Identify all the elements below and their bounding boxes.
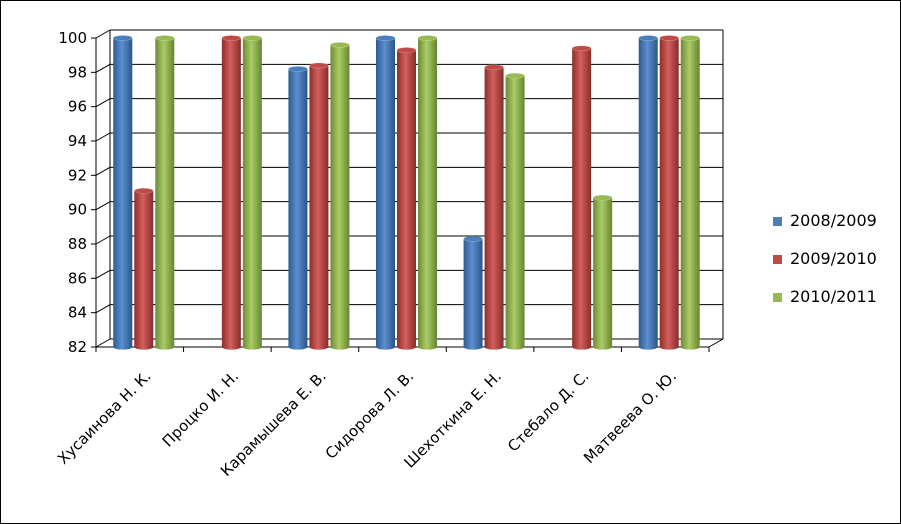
bar <box>221 35 242 350</box>
legend-label: 2009/2010 <box>790 249 877 268</box>
x-category-label: Хусаинова Н. К. <box>54 367 155 468</box>
bar <box>133 187 154 350</box>
gridline-depth <box>95 166 111 176</box>
legend-swatch <box>773 217 782 226</box>
bar <box>242 35 263 350</box>
y-tick-label: 100 <box>58 29 87 47</box>
gridline-depth <box>95 235 111 245</box>
gridline-depth <box>95 269 111 279</box>
legend-swatch <box>773 293 782 302</box>
y-tick-label: 96 <box>68 98 87 116</box>
bar <box>309 62 329 350</box>
bar <box>592 194 613 350</box>
bar <box>463 235 483 350</box>
bar <box>330 41 350 350</box>
gridline-depth <box>95 201 111 211</box>
floor-edge <box>708 338 724 348</box>
bar <box>659 35 680 350</box>
x-category-label: Сидорова Л. В. <box>322 367 418 463</box>
legend-swatch <box>773 255 782 264</box>
gridline-depth <box>95 63 111 73</box>
bars <box>112 35 701 350</box>
gridlines <box>95 29 724 348</box>
x-category-label: Процко И. Н. <box>159 367 242 450</box>
y-tick-label: 98 <box>68 63 87 81</box>
gridline-depth <box>95 338 111 348</box>
x-category-label: Стебало Д. С. <box>504 367 592 455</box>
bar <box>484 64 504 350</box>
bar <box>375 35 396 350</box>
y-tick-label: 94 <box>68 132 87 150</box>
bar <box>680 35 701 350</box>
gridline-depth <box>95 304 111 314</box>
bar <box>505 72 525 350</box>
gridline-depth <box>95 132 111 142</box>
y-tick-label: 82 <box>68 338 87 356</box>
bar <box>571 45 592 350</box>
y-tick-label: 84 <box>68 304 87 322</box>
y-tick-label: 88 <box>68 235 87 253</box>
bar <box>288 66 308 350</box>
y-tick-label: 86 <box>68 269 87 287</box>
legend-label: 2008/2009 <box>790 211 877 230</box>
bar <box>396 47 417 350</box>
gridline-depth <box>95 98 111 108</box>
bar <box>417 35 438 350</box>
bar <box>638 35 659 350</box>
y-tick-label: 92 <box>68 166 87 184</box>
bar <box>112 35 133 350</box>
legend-label: 2010/2011 <box>790 287 877 306</box>
x-category-label: Шехоткина Е. Н. <box>400 367 504 471</box>
x-category-label: Матвеева О. Ю. <box>580 367 680 467</box>
legend: 2008/2009 2009/2010 2010/2011 <box>773 211 877 306</box>
gridline-depth <box>95 29 111 39</box>
bar <box>154 35 175 350</box>
y-tick-label: 90 <box>68 201 87 219</box>
